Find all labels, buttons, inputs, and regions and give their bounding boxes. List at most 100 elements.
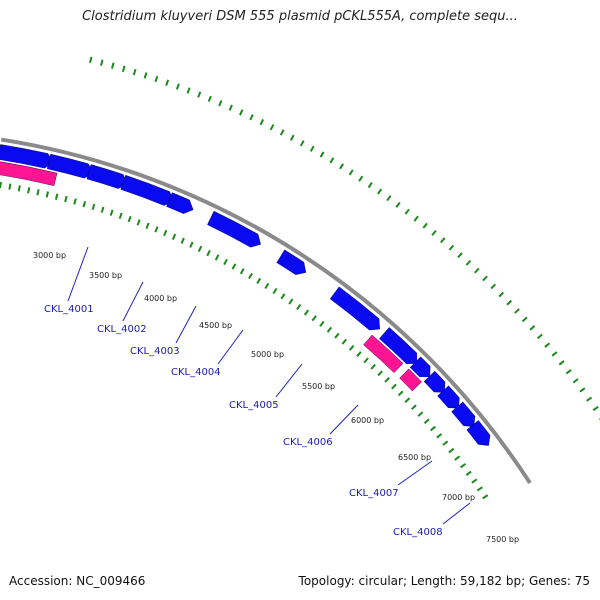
inner-feature-dot bbox=[465, 470, 472, 476]
outer-feature-dot bbox=[367, 181, 373, 189]
inner-feature-dot bbox=[430, 425, 436, 432]
gene-label-leader bbox=[329, 404, 359, 435]
outer-feature-dot bbox=[348, 169, 354, 176]
inner-feature-dot bbox=[356, 351, 362, 357]
outer-feature-dot bbox=[386, 195, 392, 202]
outer-feature-dot bbox=[482, 275, 488, 282]
inner-feature-dot bbox=[171, 233, 177, 240]
inner-feature-dot bbox=[73, 198, 77, 205]
forward-gene-block bbox=[276, 249, 307, 275]
inner-feature-dot bbox=[460, 463, 467, 469]
outer-feature-dot bbox=[329, 157, 335, 164]
inner-feature-dot bbox=[154, 226, 159, 233]
inner-feature-dot bbox=[482, 494, 489, 500]
gene-label-leader bbox=[67, 246, 89, 302]
outer-feature-dot bbox=[358, 175, 364, 182]
gene-label: CKL_4007 bbox=[349, 488, 399, 499]
inner-feature-dot bbox=[64, 195, 68, 203]
inner-feature-dot bbox=[296, 303, 302, 311]
inner-feature-dot bbox=[391, 383, 397, 390]
inner-feature-dot bbox=[319, 320, 325, 327]
outer-feature-dot bbox=[529, 325, 536, 331]
inner-feature-dot bbox=[109, 209, 114, 216]
outer-feature-dot bbox=[239, 109, 244, 116]
inner-feature-dot bbox=[334, 332, 340, 339]
outer-feature-dot bbox=[536, 333, 543, 340]
inner-feature-dot bbox=[288, 298, 294, 305]
inner-feature-dot bbox=[448, 447, 455, 454]
inner-feature-dot bbox=[82, 201, 87, 208]
outer-feature-dot bbox=[422, 222, 428, 229]
inner-feature-dot bbox=[100, 206, 105, 213]
accession-label: Accession: NC_009466 bbox=[9, 574, 146, 588]
outer-feature-dot bbox=[395, 201, 401, 208]
outer-feature-dot bbox=[457, 252, 463, 259]
scale-tick-label: 6500 bp bbox=[398, 453, 431, 462]
inner-feature-dot bbox=[326, 326, 333, 333]
forward-gene-block bbox=[409, 356, 431, 377]
inner-feature-dot bbox=[17, 185, 21, 192]
outer-feature-dot bbox=[558, 360, 565, 366]
outer-feature-dot bbox=[289, 134, 295, 141]
inner-feature-dot bbox=[363, 357, 369, 364]
gene-label-leader bbox=[175, 305, 197, 344]
outer-feature-dot bbox=[521, 316, 528, 323]
gene-label-leader bbox=[397, 460, 433, 486]
inner-feature-dot bbox=[454, 455, 461, 461]
outer-feature-dot bbox=[586, 396, 593, 402]
gene-label-leader bbox=[122, 281, 144, 322]
gene-label: CKL_4003 bbox=[130, 346, 180, 357]
forward-gene-block bbox=[120, 174, 174, 206]
inner-feature-dot bbox=[423, 418, 430, 425]
forward-gene-block bbox=[329, 286, 380, 331]
outer-feature-dot bbox=[592, 406, 599, 412]
inner-feature-dot bbox=[476, 486, 483, 492]
outer-feature-dot bbox=[572, 378, 579, 384]
inner-feature-dot bbox=[280, 293, 286, 300]
outer-feature-dot bbox=[579, 387, 586, 393]
scale-tick-label: 3000 bp bbox=[33, 251, 66, 260]
inner-feature-dot bbox=[214, 254, 220, 261]
inner-feature-dot bbox=[272, 287, 278, 295]
outer-feature-dot bbox=[299, 140, 305, 147]
outer-feature-dot bbox=[175, 83, 180, 90]
inner-feature-dot bbox=[256, 277, 262, 284]
inner-feature-dot bbox=[206, 249, 211, 257]
outer-feature-dot bbox=[121, 65, 126, 72]
outer-feature-dot bbox=[413, 215, 419, 222]
inner-feature-dot bbox=[0, 181, 2, 189]
outer-feature-dot bbox=[440, 237, 446, 244]
inner-feature-dot bbox=[223, 258, 228, 266]
forward-gene-block bbox=[207, 210, 261, 248]
inner-feature-dot bbox=[127, 215, 132, 223]
scale-tick-label: 6000 bp bbox=[351, 416, 384, 425]
outer-feature-dot bbox=[132, 68, 137, 76]
scale-tick-label: 3500 bp bbox=[89, 271, 122, 280]
inner-feature-dot bbox=[8, 183, 12, 190]
gene-label: CKL_4002 bbox=[97, 324, 147, 335]
inner-feature-dot bbox=[180, 237, 185, 244]
reverse-gene-block bbox=[399, 368, 422, 392]
outer-feature-dot bbox=[309, 145, 315, 152]
outer-feature-dot bbox=[165, 79, 170, 86]
backbone-circle bbox=[0, 137, 532, 484]
outer-feature-dot bbox=[514, 308, 520, 314]
outer-feature-dot bbox=[154, 75, 159, 83]
inner-feature-dot bbox=[91, 203, 96, 211]
outer-feature-dot bbox=[269, 124, 275, 131]
outer-feature-dot bbox=[100, 59, 104, 66]
outer-feature-dot bbox=[279, 129, 285, 136]
inner-feature-dot bbox=[239, 268, 245, 275]
outer-feature-dot bbox=[544, 342, 551, 348]
outer-feature-dot bbox=[197, 91, 202, 98]
gene-label: CKL_4001 bbox=[44, 304, 94, 315]
gene-label: CKL_4008 bbox=[393, 527, 443, 538]
inner-feature-dot bbox=[163, 229, 168, 237]
scale-tick-label: 4500 bp bbox=[199, 321, 232, 330]
gene-label-leader bbox=[442, 502, 471, 525]
inner-feature-dot bbox=[231, 263, 237, 270]
forward-gene-block bbox=[423, 370, 446, 393]
inner-feature-dot bbox=[118, 212, 123, 219]
forward-gene-block bbox=[379, 327, 418, 364]
